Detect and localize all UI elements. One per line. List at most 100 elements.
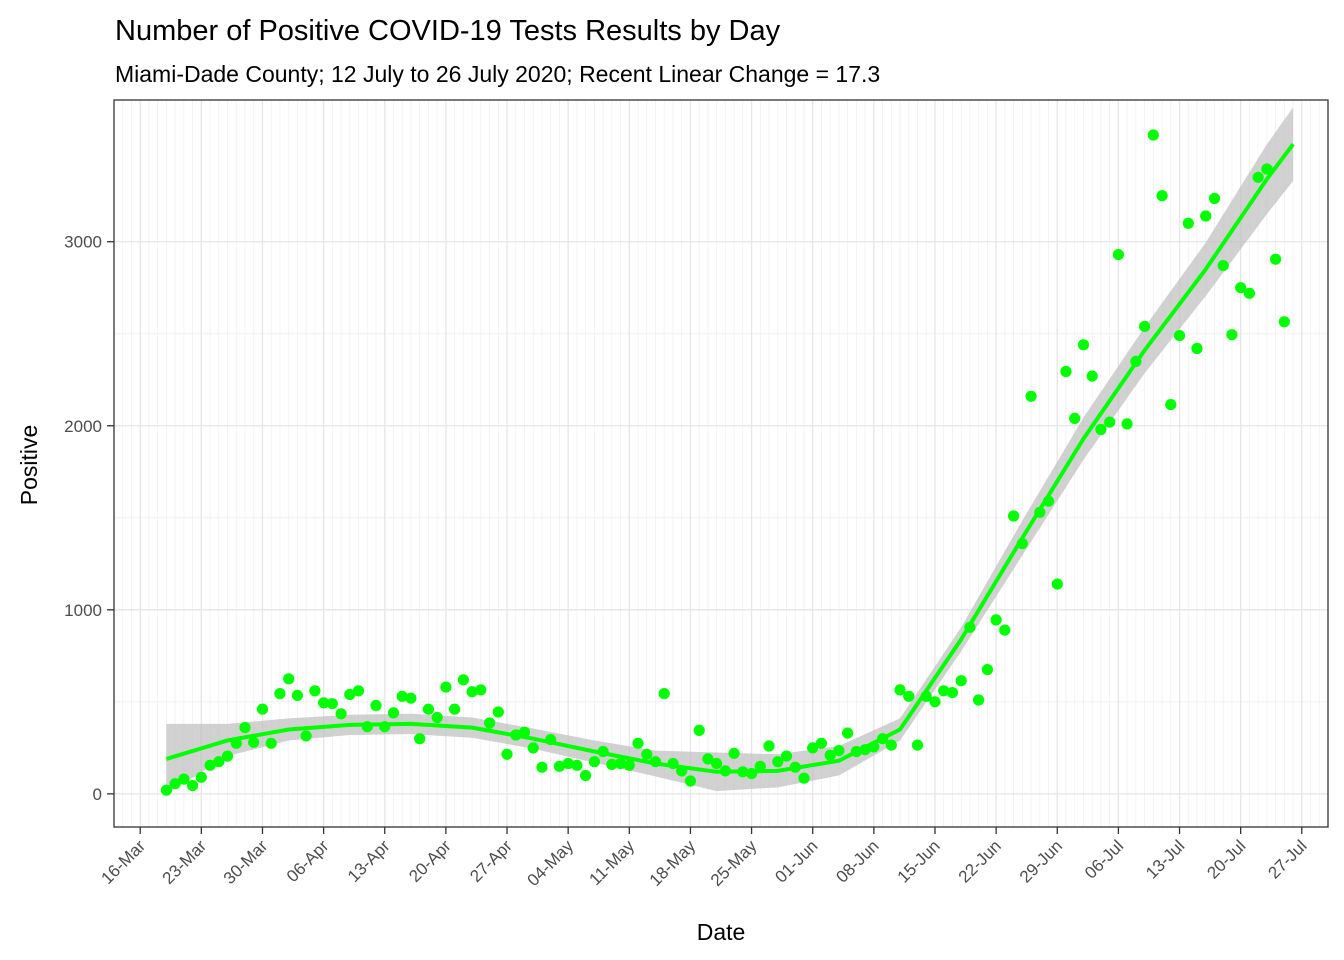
data-point	[1121, 418, 1133, 430]
y-tick-label: 2000	[64, 417, 102, 436]
data-point	[326, 698, 338, 710]
data-point	[387, 707, 400, 719]
data-point	[169, 778, 181, 790]
data-point	[885, 739, 897, 751]
data-point	[641, 748, 653, 760]
x-tick-label: 25-May	[707, 836, 761, 890]
smoothed-trend-line	[165, 142, 1295, 774]
data-point	[815, 737, 828, 749]
x-tick-label: 01-Jun	[771, 836, 821, 886]
data-point	[1147, 129, 1159, 141]
data-point	[1252, 171, 1264, 183]
data-point	[484, 717, 496, 729]
confidence-band	[166, 107, 1294, 794]
x-tick-label: 16-Mar	[98, 836, 150, 888]
x-axis: 16-Mar 23-Mar 30-Mar 06-Apr 13-Apr 20-Apr 27-A…	[98, 827, 1311, 890]
data-point	[248, 736, 260, 748]
data-point	[187, 780, 199, 792]
data-point	[562, 757, 574, 770]
x-tick-label: 27-Apr	[466, 836, 516, 886]
data-point	[571, 759, 583, 771]
panel-background	[114, 100, 1328, 827]
data-point	[1060, 365, 1072, 378]
data-point	[1069, 412, 1081, 424]
x-tick-label: 15-Jun	[894, 836, 944, 886]
data-point	[449, 703, 461, 715]
data-point	[492, 706, 504, 718]
data-point	[309, 685, 321, 697]
data-point	[999, 624, 1011, 636]
y-axis: 0 1000 2000 3000	[64, 233, 114, 804]
data-point	[780, 750, 793, 762]
data-point	[1261, 163, 1273, 175]
data-point	[1112, 249, 1124, 261]
data-point	[1156, 190, 1168, 202]
y-axis-title: Positive	[16, 425, 42, 506]
data-point	[606, 758, 618, 771]
chart-title: Number of Positive COVID-19 Tests Result…	[115, 15, 781, 47]
data-point	[929, 696, 941, 708]
x-tick-label: 22-Jun	[955, 836, 1005, 886]
x-tick-label: 23-Mar	[159, 836, 211, 888]
data-point	[955, 675, 967, 687]
data-point	[1226, 329, 1238, 341]
x-tick-label: 29-Jun	[1016, 836, 1066, 886]
data-point	[981, 664, 994, 676]
data-point	[1235, 282, 1247, 294]
x-tick-label: 06-Jul	[1081, 836, 1127, 882]
plot-panel	[113, 99, 1329, 828]
data-point	[291, 689, 303, 702]
data-point	[440, 681, 452, 693]
data-point	[684, 775, 697, 787]
data-point	[221, 750, 234, 762]
y-tick-label: 1000	[64, 601, 102, 620]
data-point	[553, 760, 566, 772]
data-point	[833, 745, 845, 757]
data-point	[693, 724, 705, 737]
panel-border	[113, 99, 1329, 828]
data-point	[1182, 217, 1194, 229]
data-point	[772, 756, 784, 768]
data-point	[990, 614, 1002, 626]
data-point	[1051, 578, 1063, 590]
chart-subtitle: Miami-Dade County; 12 July to 26 July 20…	[115, 61, 880, 87]
data-point	[318, 697, 330, 709]
data-point	[632, 737, 644, 749]
data-point	[711, 757, 723, 770]
data-point	[798, 772, 810, 784]
data-point	[405, 692, 417, 704]
data-point	[160, 784, 172, 796]
data-point	[501, 748, 513, 760]
data-point	[763, 740, 775, 752]
x-tick-label: 11-May	[585, 836, 638, 889]
data-point	[702, 753, 714, 765]
data-point	[536, 761, 548, 773]
data-point	[1217, 260, 1229, 272]
x-tick-label: 13-Jul	[1142, 836, 1188, 882]
data-point	[1139, 320, 1151, 332]
x-tick-label: 13-Apr	[344, 836, 394, 886]
data-point	[911, 739, 924, 751]
data-point	[938, 685, 950, 697]
x-tick-label: 04-May	[524, 836, 578, 890]
x-tick-label: 20-Jul	[1203, 836, 1249, 882]
data-point	[623, 759, 635, 771]
data-point	[239, 722, 251, 734]
data-point	[754, 760, 766, 772]
x-axis-title: Date	[697, 919, 746, 945]
data-point	[466, 686, 478, 698]
data-point	[1173, 330, 1186, 342]
data-point	[422, 703, 434, 715]
data-point	[807, 742, 819, 754]
data-point	[1270, 253, 1282, 265]
x-tick-label: 30-Mar	[220, 836, 272, 888]
x-tick-label: 18-May	[646, 836, 700, 890]
data-point	[1191, 342, 1203, 355]
x-tick-label: 08-Jun	[832, 836, 882, 886]
x-tick-label: 27-Jul	[1264, 836, 1310, 882]
data-point	[178, 773, 190, 785]
x-tick-label: 06-Apr	[283, 836, 333, 886]
data-point	[475, 684, 487, 696]
data-point	[335, 708, 347, 720]
data-point	[903, 690, 915, 702]
